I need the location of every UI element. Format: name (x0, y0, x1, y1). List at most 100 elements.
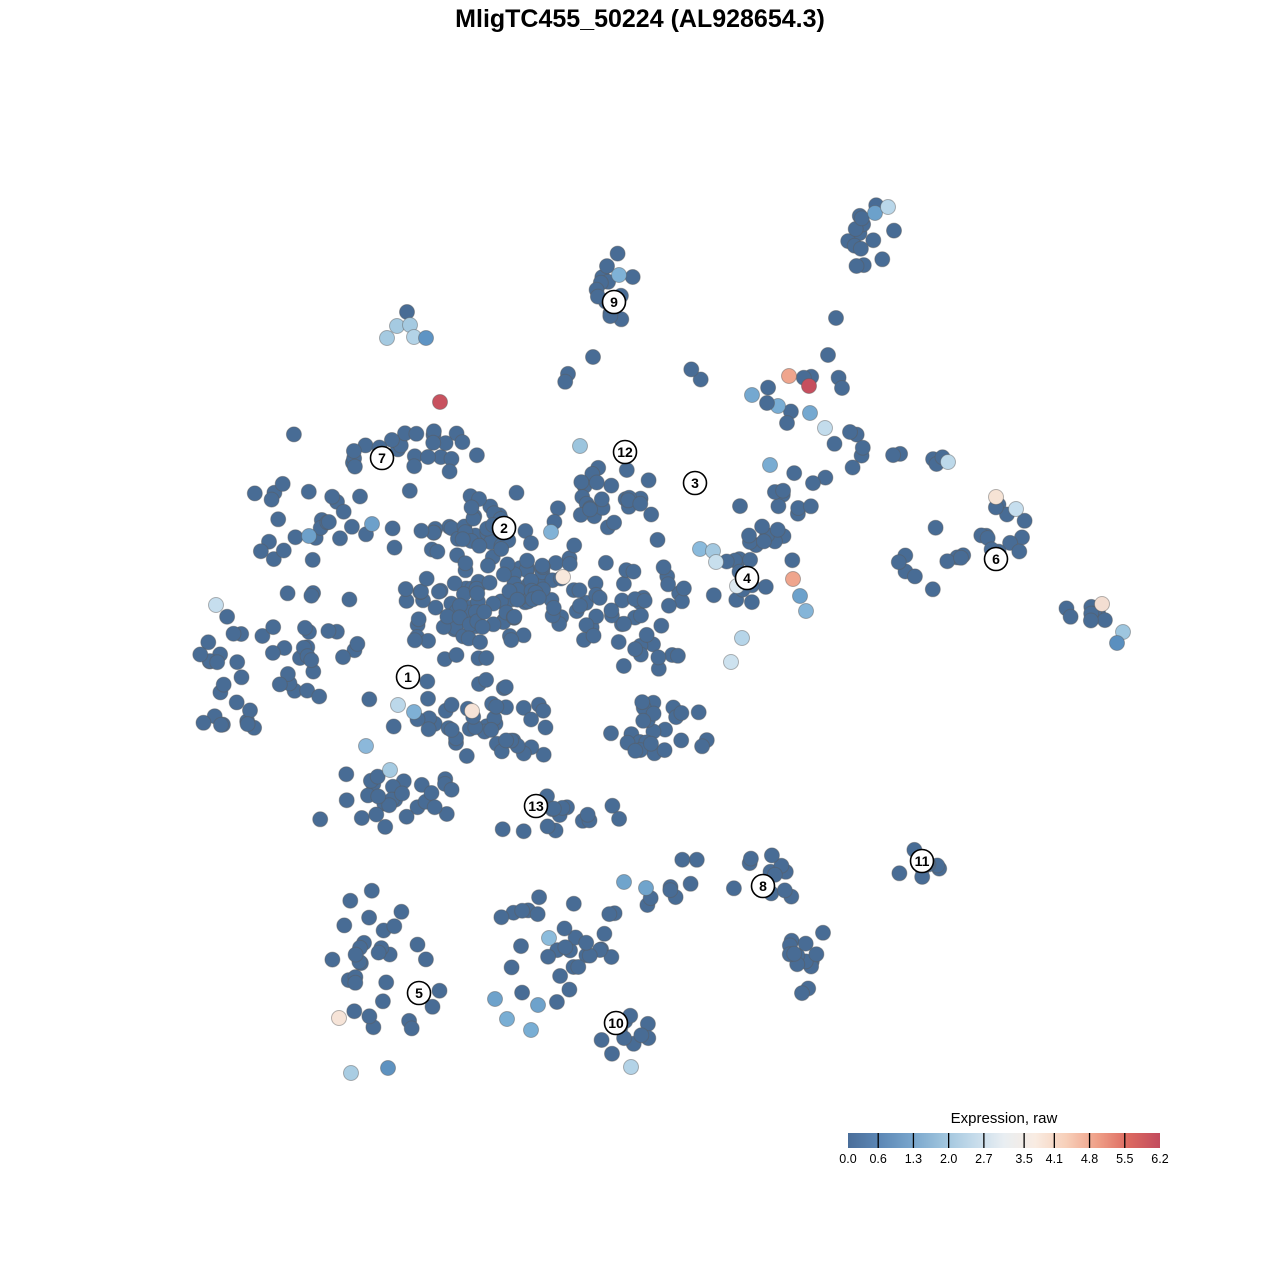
data-point (320, 514, 337, 530)
data-point (228, 694, 245, 711)
data-point (513, 938, 529, 955)
data-point (369, 768, 386, 785)
data-point (556, 920, 573, 937)
data-point (519, 552, 536, 569)
data-point (420, 449, 436, 465)
data-point (775, 482, 792, 499)
cluster-label-1: 1 (395, 664, 421, 690)
data-point (285, 426, 302, 443)
data-point (794, 985, 810, 1002)
data-point (656, 742, 673, 759)
data-point (419, 673, 436, 690)
data-point (335, 649, 351, 666)
data-point (537, 719, 554, 736)
data-point (514, 984, 531, 1001)
data-point (591, 589, 608, 606)
data-point (420, 721, 437, 738)
data-point (953, 549, 969, 566)
colorbar-tick-label: 3.5 (1015, 1152, 1032, 1166)
data-point (213, 716, 229, 733)
data-point (682, 875, 699, 892)
data-point (331, 1010, 347, 1026)
data-point (438, 806, 455, 822)
data-point (708, 554, 724, 570)
data-point (393, 903, 410, 920)
data-point (494, 821, 511, 838)
data-point (585, 349, 601, 365)
data-point (539, 818, 556, 835)
data-point (784, 552, 801, 569)
data-point (336, 917, 353, 934)
data-point (1008, 501, 1024, 517)
cluster-label-11: 11 (909, 848, 935, 874)
colorbar-tick-label: 4.8 (1081, 1152, 1098, 1166)
data-point (503, 959, 520, 976)
data-point (808, 946, 825, 963)
data-points-layer (192, 197, 1131, 1081)
data-point (557, 373, 574, 390)
data-point (742, 551, 759, 568)
legend-title: Expression, raw (951, 1110, 1058, 1127)
data-point (535, 702, 552, 719)
data-point (493, 909, 510, 926)
cluster-label-3: 3 (682, 470, 708, 496)
data-point (397, 581, 414, 597)
data-point (506, 608, 523, 625)
data-point (763, 847, 780, 864)
data-point (927, 519, 944, 536)
data-point (755, 533, 772, 550)
data-point (303, 587, 320, 604)
data-point (557, 939, 574, 956)
data-point (603, 602, 620, 619)
data-point (561, 981, 578, 998)
cluster-label-7: 7 (369, 445, 395, 471)
data-point (988, 489, 1004, 505)
cluster-number: 3 (691, 475, 699, 491)
data-point (615, 658, 632, 674)
data-point (797, 935, 814, 952)
data-point (597, 554, 614, 571)
data-point (346, 458, 363, 475)
data-point (779, 415, 795, 431)
data-point (570, 959, 587, 975)
data-point (759, 395, 775, 411)
data-point (673, 732, 690, 749)
data-point (535, 746, 552, 763)
data-point (660, 576, 677, 593)
data-point (341, 591, 358, 608)
data-point (320, 623, 337, 639)
data-point (743, 594, 760, 611)
cluster-label-6: 6 (983, 546, 1009, 572)
data-point (867, 205, 883, 221)
data-point (725, 880, 742, 897)
data-point (364, 516, 380, 532)
data-point (471, 537, 488, 554)
data-point (430, 583, 447, 600)
data-point (552, 968, 569, 984)
data-point (343, 518, 360, 535)
data-point (279, 666, 296, 682)
data-point (468, 447, 485, 464)
data-point (346, 1003, 363, 1020)
data-point (448, 647, 465, 663)
data-point (561, 556, 578, 572)
data-point (852, 240, 869, 257)
data-point (603, 949, 620, 965)
data-point (408, 425, 425, 442)
data-point (1011, 543, 1028, 560)
data-point (478, 671, 495, 688)
data-point (488, 698, 505, 715)
data-point (481, 574, 498, 591)
data-point (616, 874, 632, 890)
data-point (410, 611, 427, 628)
expression-legend: Expression, raw 0.0 0.6 1.3 2.0 2.7 3.5 4.1 4.8… (839, 1110, 1168, 1166)
cluster-label-2: 2 (491, 515, 517, 541)
cluster-number: 8 (759, 878, 767, 894)
data-point (271, 676, 288, 693)
colorbar (848, 1133, 1160, 1148)
data-point (549, 500, 566, 517)
data-point (770, 498, 787, 515)
data-point (1096, 612, 1113, 629)
data-point (515, 823, 532, 840)
cluster-number: 2 (500, 520, 508, 536)
